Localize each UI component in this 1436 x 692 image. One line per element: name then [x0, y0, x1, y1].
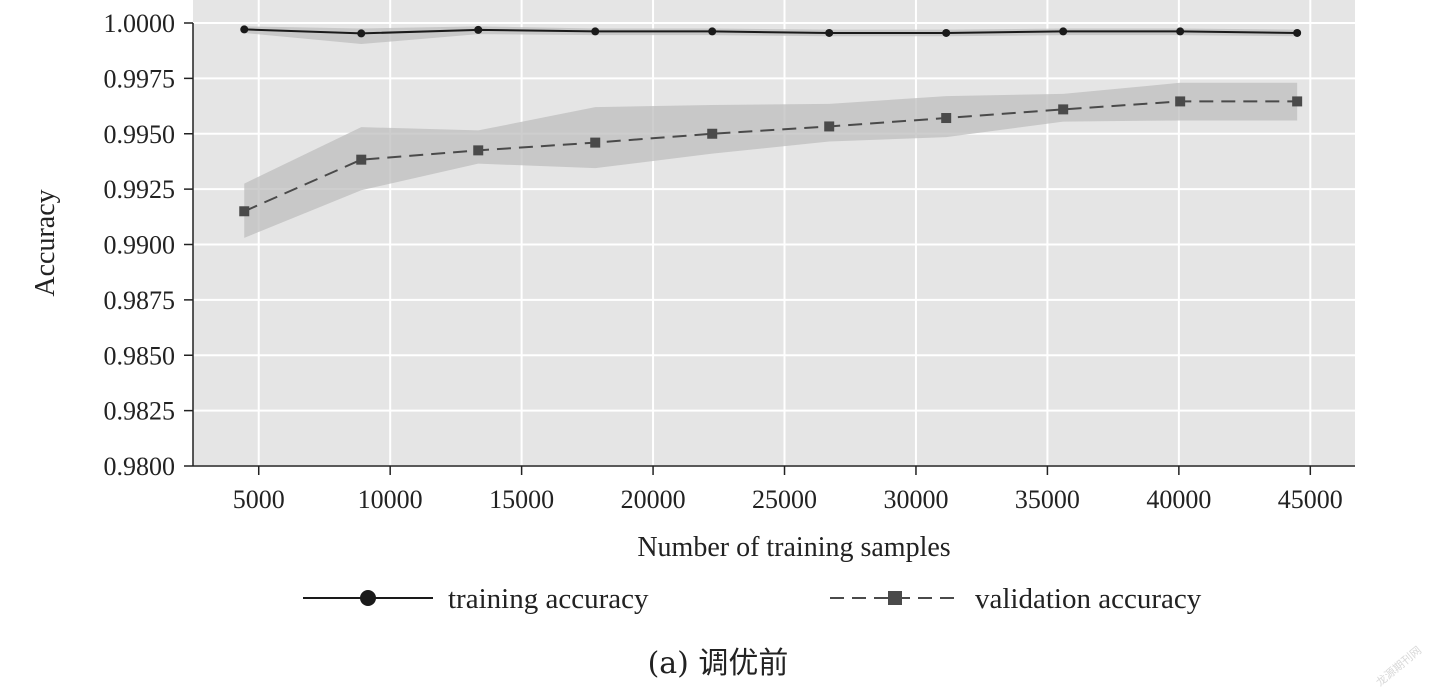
x-tick-label: 10000 [358, 485, 423, 514]
x-tick-label: 45000 [1278, 485, 1343, 514]
data-point-training [1059, 27, 1068, 36]
data-point-validation [941, 113, 952, 124]
data-point-validation [1058, 104, 1069, 115]
figure-caption: (a) 调优前 [647, 646, 789, 681]
data-point-training [240, 25, 249, 34]
data-point-training [1176, 27, 1185, 36]
x-axis-ticks: 5000 10000 15000 20000 25000 30000 35000 40000 4… [233, 466, 1343, 514]
data-point-training [474, 25, 483, 34]
x-axis-label: Number of training samples [637, 532, 950, 563]
y-tick-label: 0.9925 [104, 175, 176, 204]
x-tick-label: 5000 [233, 485, 285, 514]
x-tick-label: 35000 [1015, 485, 1080, 514]
y-axis-label: Accuracy [30, 189, 61, 296]
plot-area [193, 0, 1355, 466]
data-point-validation [707, 128, 718, 139]
data-point-training [357, 29, 366, 38]
x-tick-label: 40000 [1146, 485, 1211, 514]
series-line-0 [244, 28, 1298, 35]
data-point-training [942, 28, 951, 37]
x-tick-label: 15000 [489, 485, 554, 514]
legend-training-label: training accuracy [448, 583, 649, 615]
x-tick-label: 30000 [883, 485, 948, 514]
data-point-validation [1292, 96, 1303, 107]
data-point-training [825, 28, 834, 37]
data-point-training [591, 27, 600, 36]
y-tick-label: 0.9825 [104, 397, 176, 426]
data-point-training [708, 27, 717, 36]
x-tick-label: 20000 [621, 485, 686, 514]
y-tick-label: 1.0000 [104, 9, 176, 38]
data-point-validation [473, 145, 484, 156]
data-point-validation [1175, 96, 1186, 107]
legend-validation-label: validation accuracy [975, 583, 1202, 615]
series-lines [243, 28, 1298, 213]
data-point-validation [239, 206, 250, 217]
y-tick-label: 0.9900 [104, 231, 176, 260]
y-tick-label: 0.9875 [104, 286, 176, 315]
grid-lines [193, 0, 1355, 467]
legend-item-training: training accuracy [303, 583, 649, 615]
y-axis-ticks: 0.9800 0.9825 0.9850 0.9875 0.9900 0.9925 0.99… [104, 9, 193, 481]
y-tick-label: 0.9950 [104, 120, 176, 149]
data-point-training [1293, 28, 1302, 37]
x-tick-label: 25000 [752, 485, 817, 514]
data-point-validation [356, 154, 367, 165]
series-markers [239, 25, 1303, 217]
data-point-validation [590, 137, 601, 148]
confidence-band-series-1 [244, 82, 1298, 238]
data-point-validation [824, 121, 835, 132]
y-tick-label: 0.9800 [104, 452, 176, 481]
legend-item-validation: validation accuracy [830, 583, 1202, 615]
legend-training-marker [360, 590, 376, 606]
series-line-1 [243, 100, 1298, 213]
y-tick-label: 0.9975 [104, 64, 176, 93]
legend: training accuracy validation accuracy [303, 583, 1202, 615]
y-tick-label: 0.9850 [104, 341, 176, 370]
legend-validation-marker [888, 591, 902, 605]
